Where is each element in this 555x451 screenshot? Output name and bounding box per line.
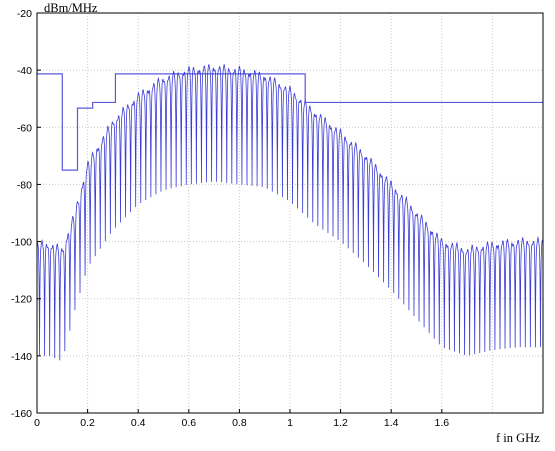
mask-series-line [37, 73, 543, 171]
y-axis-label: dBm/MHz [44, 1, 98, 15]
grid-lines [37, 13, 543, 413]
plot-series [37, 64, 543, 361]
y-tick-label: -60 [17, 122, 32, 134]
x-tick-label: 0.4 [131, 417, 146, 429]
y-tick-label: -40 [17, 65, 32, 77]
x-tick-label: 0.2 [80, 417, 95, 429]
x-tick-label: 0.6 [181, 417, 196, 429]
y-tick-label: -160 [11, 408, 32, 420]
spectrum-series-line [37, 64, 543, 361]
y-tick-label: -120 [11, 294, 32, 306]
x-tick-label: 1.2 [333, 417, 348, 429]
y-tick-label: -80 [17, 179, 32, 191]
x-tick-label: 1 [287, 417, 293, 429]
y-tick-label: -100 [11, 237, 32, 249]
y-tick-label: -20 [17, 8, 32, 20]
x-tick-label: 1.4 [384, 417, 399, 429]
x-tick-label: 0 [34, 417, 40, 429]
x-tick-label: 0.8 [232, 417, 247, 429]
x-axis-label: f in GHz [496, 431, 540, 445]
axis-ticks: 0 0.2 0.4 0.6 0.8 1 1.2 1.4 1.6 -160 -140 -120 -100 -… [11, 8, 449, 429]
y-tick-label: -140 [11, 351, 32, 363]
x-tick-label: 1.6 [434, 417, 449, 429]
